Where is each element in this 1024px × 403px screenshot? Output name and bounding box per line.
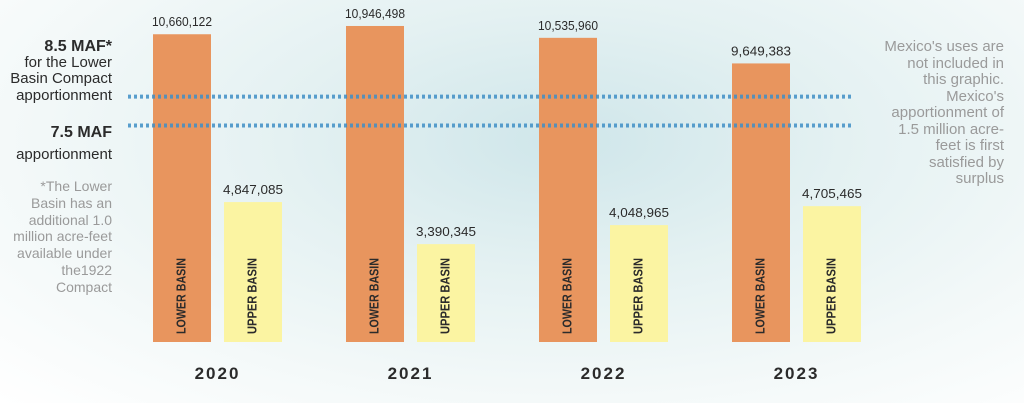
- ref-line-85-desc-2: Basin Compact: [10, 70, 112, 88]
- bar-name-lower-basin-2023: LOWER BASIN: [752, 258, 767, 334]
- data-label-upper-basin-2020: 4,847,085: [223, 182, 283, 197]
- bar-name-upper-basin-2023: UPPER BASIN: [823, 258, 838, 334]
- bar-name-lower-basin-2022: LOWER BASIN: [559, 258, 574, 334]
- ref-line-85-label: 8.5 MAF* for the Lower Basin Compact app…: [10, 38, 112, 104]
- bar-lower-basin-2022: [539, 37, 597, 342]
- bar-lower-basin-2023: [732, 63, 790, 342]
- ref-line-85-value: 8.5 MAF*: [44, 38, 112, 55]
- ref-line-85-desc-1: for the Lower: [24, 54, 112, 72]
- ref-line-75-label: 7.5 MAF apportionment: [16, 124, 112, 163]
- ref-line-85-desc-3: apportionment: [16, 86, 112, 104]
- bar-name-upper-basin-2022: UPPER BASIN: [630, 258, 645, 334]
- data-label-lower-basin-2020: 10,660,122: [152, 14, 212, 29]
- category-label-2023: 2023: [774, 364, 820, 383]
- footnote: *The Lower Basin has an additional 1.0 m…: [13, 178, 112, 295]
- bar-upper-basin-2022: [610, 225, 668, 342]
- bar-name-upper-basin-2020: UPPER BASIN: [244, 258, 259, 334]
- bar-upper-basin-2020: [224, 202, 282, 342]
- mexico-note: Mexico's uses are not included in this g…: [884, 38, 1004, 187]
- bar-name-lower-basin-2021: LOWER BASIN: [366, 258, 381, 334]
- bar-upper-basin-2021: [417, 244, 475, 342]
- bar-name-upper-basin-2021: UPPER BASIN: [437, 258, 452, 334]
- category-label-2021: 2021: [388, 364, 434, 383]
- bar-lower-basin-2021: [346, 25, 404, 342]
- data-label-upper-basin-2022: 4,048,965: [609, 205, 669, 220]
- data-label-lower-basin-2021: 10,946,498: [345, 6, 405, 21]
- bar-lower-basin-2020: [153, 34, 211, 342]
- bar-upper-basin-2023: [803, 206, 861, 342]
- ref-line-75-value: 7.5 MAF: [50, 124, 112, 141]
- data-label-upper-basin-2021: 3,390,345: [416, 224, 476, 239]
- ref-line-75-desc: apportionment: [16, 146, 112, 164]
- data-label-lower-basin-2023: 9,649,383: [731, 43, 791, 58]
- category-label-2020: 2020: [195, 364, 241, 383]
- category-label-2022: 2022: [581, 364, 627, 383]
- data-label-upper-basin-2023: 4,705,465: [802, 186, 862, 201]
- bar-name-lower-basin-2020: LOWER BASIN: [173, 258, 188, 334]
- data-label-lower-basin-2022: 10,535,960: [538, 18, 598, 33]
